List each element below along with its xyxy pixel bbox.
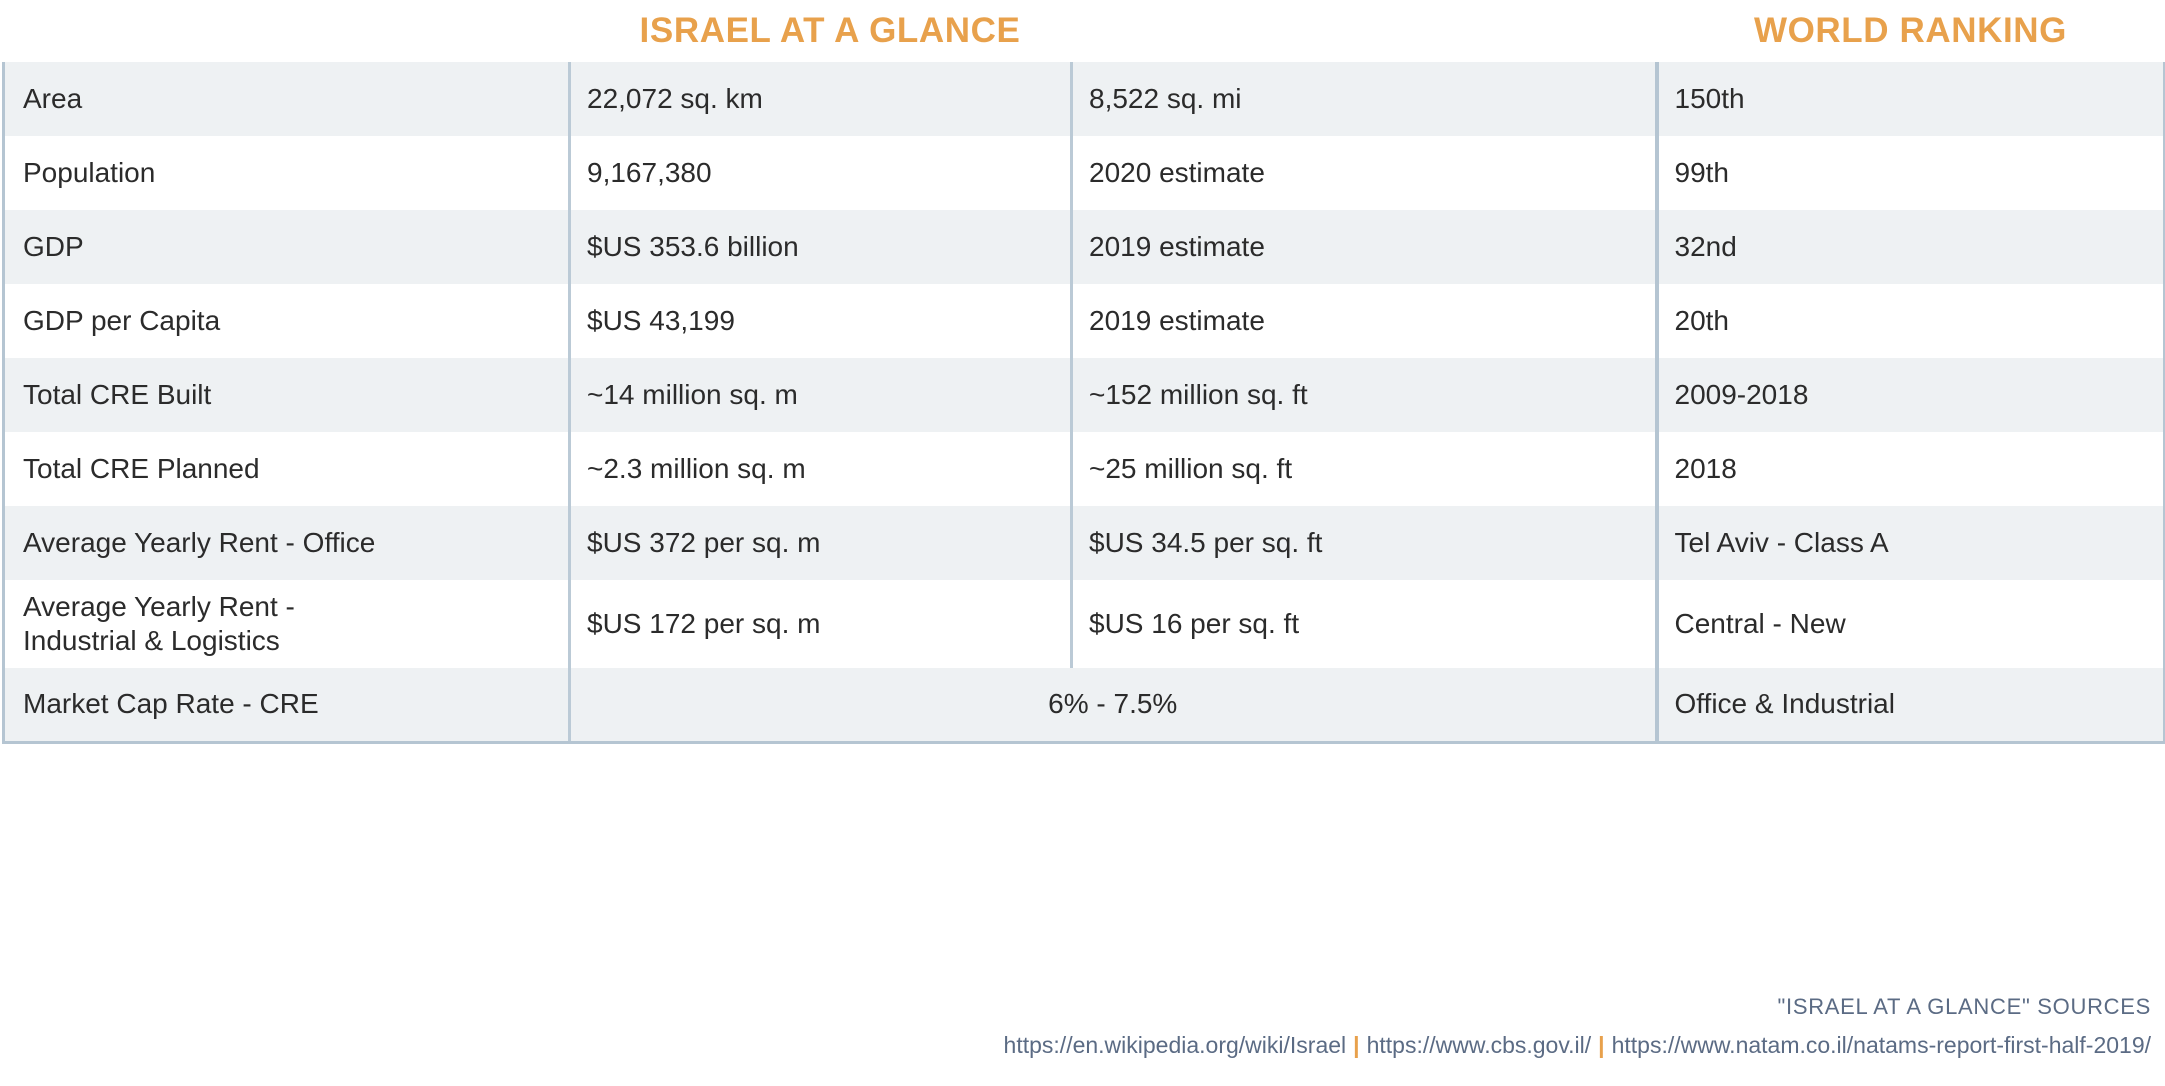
israel-at-a-glance-table: ISRAEL AT A GLANCE WORLD RANKING Area 22… [2,0,2165,744]
source-link-natam[interactable]: https://www.natam.co.il/natams-report-fi… [1611,1032,2151,1058]
row-alt-gdp-per-capita: 2019 estimate [1070,284,1657,358]
row-label-area: Area [2,62,570,136]
header-israel-at-a-glance-label: ISRAEL AT A GLANCE [639,11,1021,50]
table-header-row: ISRAEL AT A GLANCE WORLD RANKING [3,0,2165,62]
source-separator-icon: | [1353,1032,1360,1058]
row-rank-gdp-per-capita: 20th [1654,284,2165,358]
row-metric-gdp-per-capita: $US 43,199 [568,284,1072,358]
row-label-avg-rent-office: Average Yearly Rent - Office [2,506,570,580]
row-alt-area: 8,522 sq. mi [1070,62,1657,136]
row-rank-gdp: 32nd [1654,210,2165,284]
table-row: Area 22,072 sq. km 8,522 sq. mi 150th [2,62,2165,136]
row-alt-population: 2020 estimate [1070,136,1657,210]
header-israel-at-a-glance: ISRAEL AT A GLANCE [3,0,1657,62]
row-alt-total-cre-built: ~152 million sq. ft [1070,358,1657,432]
table-row: GDP per Capita $US 43,199 2019 estimate … [2,284,2165,358]
sources-links: https://en.wikipedia.org/wiki/Israel | htt… [0,1030,2151,1060]
row-rank-population: 99th [1654,136,2165,210]
row-label-avg-rent-industrial: Average Yearly Rent - Industrial & Logis… [2,580,570,668]
row-alt-gdp: 2019 estimate [1070,210,1657,284]
row-metric-population: 9,167,380 [568,136,1072,210]
row-merged-market-cap-rate: 6% - 7.5% [568,668,1657,744]
row-metric-total-cre-planned: ~2.3 million sq. m [568,432,1072,506]
sources-label: "ISRAEL AT A GLANCE" SOURCES [1777,994,2151,1019]
row-metric-total-cre-built: ~14 million sq. m [568,358,1072,432]
table-row: Total CRE Built ~14 million sq. m ~152 m… [2,358,2165,432]
row-metric-gdp: $US 353.6 billion [568,210,1072,284]
row-label-total-cre-planned: Total CRE Planned [2,432,570,506]
row-alt-avg-rent-industrial: $US 16 per sq. ft [1070,580,1657,668]
row-rank-area: 150th [1654,62,2165,136]
row-label-total-cre-built: Total CRE Built [2,358,570,432]
row-rank-avg-rent-industrial: Central - New [1654,580,2165,668]
table-container: ISRAEL AT A GLANCE WORLD RANKING Area 22… [2,0,2165,744]
sources-footer: "ISRAEL AT A GLANCE" SOURCES https://en.… [0,992,2165,1060]
row-label-avg-rent-industrial-line2: Industrial & Logistics [23,625,280,656]
row-rank-avg-rent-office: Tel Aviv - Class A [1654,506,2165,580]
header-world-ranking: WORLD RANKING [1656,0,2165,62]
row-label-population: Population [2,136,570,210]
row-rank-total-cre-planned: 2018 [1654,432,2165,506]
row-label-gdp-per-capita: GDP per Capita [2,284,570,358]
row-label-avg-rent-industrial-line1: Average Yearly Rent - [23,590,295,622]
source-link-cbs[interactable]: https://www.cbs.gov.il/ [1366,1032,1592,1058]
table-row: GDP $US 353.6 billion 2019 estimate 32nd [2,210,2165,284]
table-row: Total CRE Planned ~2.3 million sq. m ~25… [2,432,2165,506]
row-label-market-cap-rate: Market Cap Rate - CRE [2,668,570,744]
row-alt-avg-rent-office: $US 34.5 per sq. ft [1070,506,1657,580]
table-row: Average Yearly Rent - Office $US 372 per… [2,506,2165,580]
row-label-gdp: GDP [2,210,570,284]
row-rank-total-cre-built: 2009-2018 [1654,358,2165,432]
source-separator-icon: | [1598,1032,1605,1058]
table-row: Average Yearly Rent - Industrial & Logis… [2,580,2165,668]
row-metric-avg-rent-office: $US 372 per sq. m [568,506,1072,580]
row-alt-total-cre-planned: ~25 million sq. ft [1070,432,1657,506]
row-metric-avg-rent-industrial: $US 172 per sq. m [568,580,1072,668]
table-row: Population 9,167,380 2020 estimate 99th [2,136,2165,210]
table-row: Market Cap Rate - CRE 6% - 7.5% Office &… [2,668,2165,744]
header-world-ranking-label: WORLD RANKING [1753,11,2068,50]
row-rank-market-cap-rate: Office & Industrial [1654,668,2165,744]
row-metric-area: 22,072 sq. km [568,62,1072,136]
source-link-wikipedia[interactable]: https://en.wikipedia.org/wiki/Israel [1003,1032,1347,1058]
table-header: ISRAEL AT A GLANCE WORLD RANKING [3,0,2165,62]
table-body: Area 22,072 sq. km 8,522 sq. mi 150th Po… [2,62,2165,744]
